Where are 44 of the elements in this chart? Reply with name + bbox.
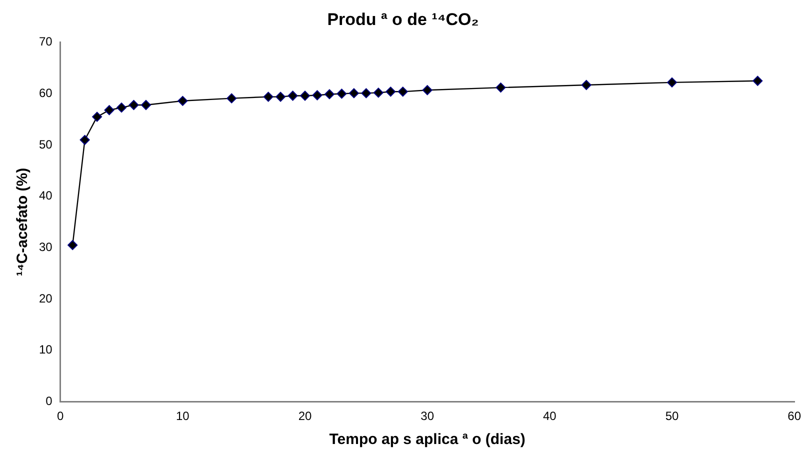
point <box>373 88 384 98</box>
point <box>324 89 334 100</box>
x-tick-label: 0 <box>57 409 64 424</box>
point <box>226 93 237 104</box>
point <box>80 134 90 145</box>
point <box>128 100 139 110</box>
point <box>398 86 408 97</box>
point <box>386 86 396 97</box>
point <box>752 76 763 86</box>
x-tick-label: 20 <box>298 409 312 424</box>
point <box>348 88 359 98</box>
x-tick-label: 10 <box>176 409 190 424</box>
point <box>104 105 114 116</box>
y-axis-title: ¹⁴C-acefato (%) <box>14 168 32 276</box>
point <box>336 88 347 99</box>
y-tick-label: 10 <box>38 342 53 357</box>
point <box>288 90 298 101</box>
point <box>422 85 432 96</box>
x-axis-title: Tempo ap s aplica ª o (dias) <box>329 431 526 448</box>
point <box>178 96 188 106</box>
y-tick-label: 30 <box>38 240 53 254</box>
point <box>116 102 127 113</box>
point <box>140 100 151 110</box>
point <box>92 112 102 122</box>
y-tick-label: 40 <box>38 188 53 203</box>
chart-title: Produ ª o de ¹⁴CO₂ <box>327 10 479 29</box>
y-tick-label: 50 <box>38 137 53 152</box>
point <box>666 77 677 88</box>
point <box>581 80 592 90</box>
point <box>263 92 274 102</box>
y-tick-label: 20 <box>38 291 53 306</box>
point <box>496 82 506 93</box>
point <box>276 92 286 102</box>
y-tick-label: 70 <box>38 34 53 49</box>
x-tick-label: 40 <box>542 409 557 424</box>
point <box>312 90 322 100</box>
x-tick-label: 60 <box>788 409 802 424</box>
y-tick-label: 0 <box>46 394 53 408</box>
x-tick-label: 50 <box>665 409 679 424</box>
point <box>361 88 372 98</box>
point <box>300 90 310 101</box>
point <box>68 240 78 250</box>
y-tick-label: 60 <box>38 86 53 100</box>
x-tick-label: 30 <box>420 409 434 424</box>
